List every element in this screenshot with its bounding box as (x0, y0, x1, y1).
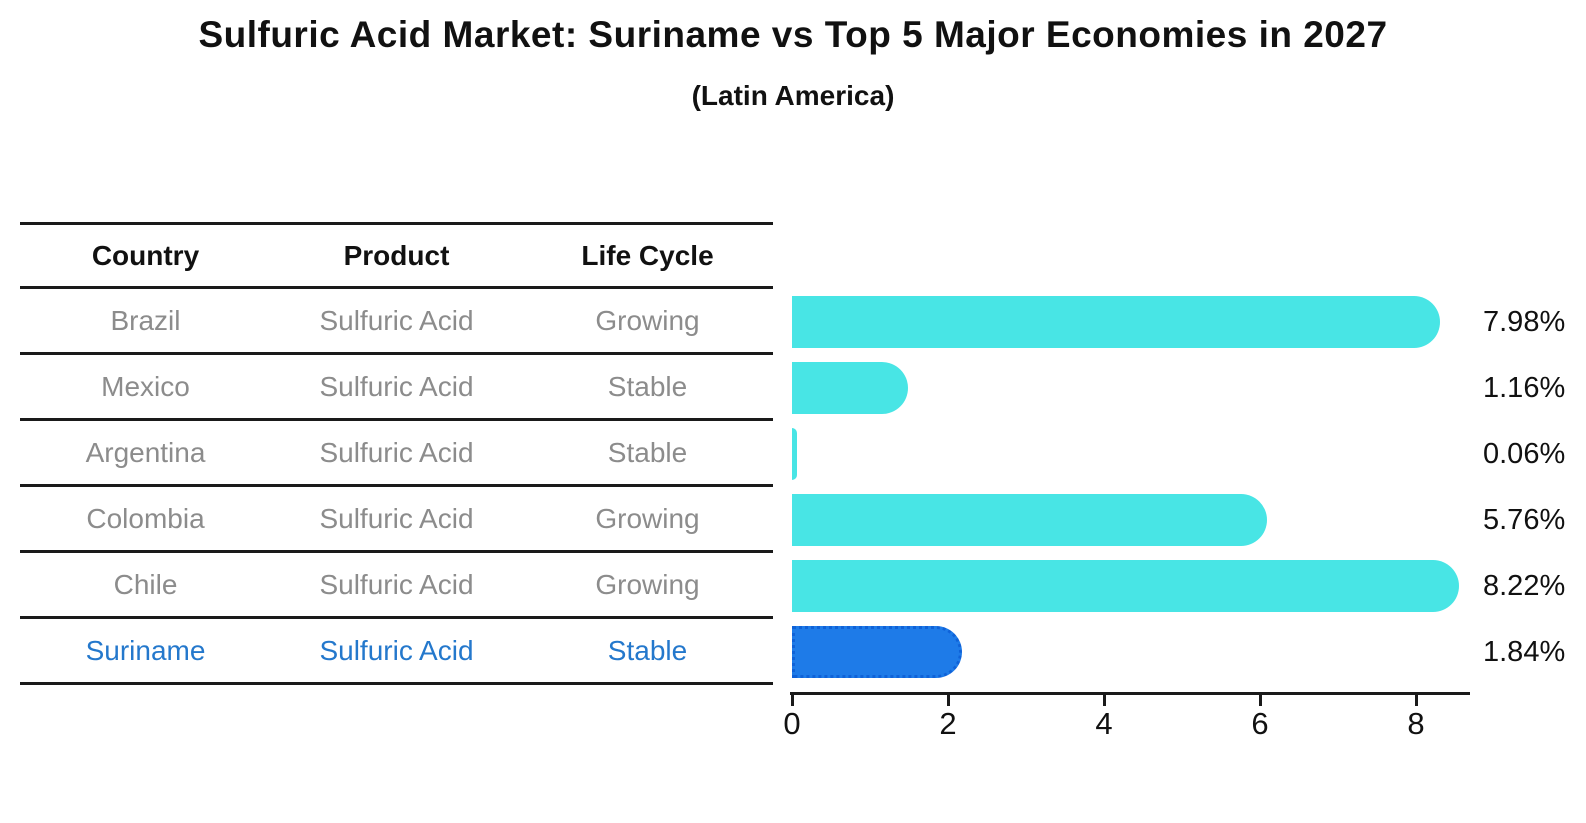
value-label-colombia: 5.76% (1483, 504, 1566, 536)
x-axis-line (790, 692, 1470, 695)
cell-product: Sulfuric Acid (319, 436, 474, 468)
cell-country: Suriname (85, 634, 206, 666)
cell-life-cycle: Stable (607, 634, 688, 666)
x-axis-tick-label: 6 (1251, 706, 1269, 741)
cell-country: Chile (113, 568, 178, 600)
value-label-suriname: 1.84% (1483, 636, 1566, 668)
cell-life-cycle: Growing (595, 502, 700, 534)
cell-country: Argentina (85, 436, 206, 468)
cell-country: Mexico (101, 370, 190, 402)
cell-country: Colombia (86, 502, 205, 534)
cell-product: Sulfuric Acid (319, 370, 474, 402)
cell-life-cycle: Growing (595, 568, 700, 600)
cell-life-cycle: Stable (607, 370, 688, 402)
value-label-mexico: 1.16% (1483, 372, 1566, 404)
table-row: Colombia Sulfuric Acid Growing (20, 487, 773, 553)
bar-argentina (792, 428, 797, 480)
x-axis-tick-label: 0 (783, 706, 801, 741)
value-label-chile: 8.22% (1483, 570, 1566, 602)
country-table: Country Product Life Cycle Brazil Sulfur… (20, 222, 773, 685)
table-row: Mexico Sulfuric Acid Stable (20, 355, 773, 421)
table-row: Suriname Sulfuric Acid Stable (20, 619, 773, 685)
bar-chile (792, 560, 1459, 612)
x-axis-tick (1259, 695, 1262, 706)
value-label-brazil: 7.98% (1483, 306, 1566, 338)
x-axis-tick (947, 695, 950, 706)
cell-product: Sulfuric Acid (319, 568, 474, 600)
column-header-life-cycle: Life Cycle (581, 239, 714, 271)
table-row: Argentina Sulfuric Acid Stable (20, 421, 773, 487)
table-row: Chile Sulfuric Acid Growing (20, 553, 773, 619)
x-axis-tick (791, 695, 794, 706)
cell-product: Sulfuric Acid (319, 304, 474, 336)
x-axis-tick-label: 8 (1407, 706, 1425, 741)
column-header-country: Country (91, 239, 200, 271)
cell-life-cycle: Stable (607, 436, 688, 468)
x-axis-tick-label: 4 (1095, 706, 1113, 741)
x-axis-tick (1415, 695, 1418, 706)
table-row: Brazil Sulfuric Acid Growing (20, 289, 773, 355)
cell-country: Brazil (110, 304, 181, 336)
chart-title: Sulfuric Acid Market: Suriname vs Top 5 … (198, 14, 1388, 55)
cell-product: Sulfuric Acid (319, 634, 474, 666)
cell-product: Sulfuric Acid (319, 502, 474, 534)
table-body: Brazil Sulfuric Acid Growing Mexico Sulf… (20, 289, 773, 685)
cell-life-cycle: Growing (595, 304, 700, 336)
x-axis-tick (1103, 695, 1106, 706)
bar-colombia (792, 494, 1267, 546)
bar-mexico (792, 362, 908, 414)
chart-subtitle: (Latin America) (691, 80, 895, 111)
column-header-product: Product (343, 239, 450, 271)
bar-suriname (792, 626, 962, 678)
bar-brazil (792, 296, 1440, 348)
x-axis-tick-label: 2 (939, 706, 957, 741)
value-label-argentina: 0.06% (1483, 438, 1566, 470)
table-header-row: Country Product Life Cycle (20, 222, 773, 289)
